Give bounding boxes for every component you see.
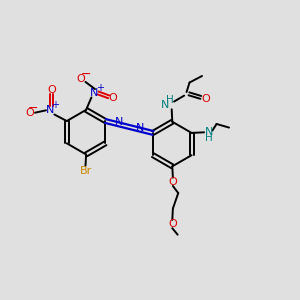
Text: −: − bbox=[81, 68, 91, 81]
Text: N: N bbox=[136, 122, 144, 133]
Text: O: O bbox=[77, 74, 85, 84]
Text: N: N bbox=[205, 127, 213, 137]
Text: +: + bbox=[52, 100, 59, 110]
Text: N: N bbox=[115, 117, 123, 127]
Text: −: − bbox=[28, 101, 38, 114]
Text: O: O bbox=[169, 177, 177, 187]
Text: N: N bbox=[161, 100, 169, 110]
Text: H: H bbox=[166, 95, 174, 105]
Text: H: H bbox=[205, 133, 213, 143]
Text: O: O bbox=[109, 93, 117, 103]
Text: O: O bbox=[26, 108, 34, 118]
Text: Br: Br bbox=[80, 166, 92, 176]
Text: N: N bbox=[46, 105, 54, 115]
Text: +: + bbox=[96, 83, 104, 93]
Text: O: O bbox=[47, 85, 56, 95]
Text: N: N bbox=[90, 88, 99, 98]
Text: O: O bbox=[168, 219, 177, 229]
Text: O: O bbox=[201, 94, 210, 103]
